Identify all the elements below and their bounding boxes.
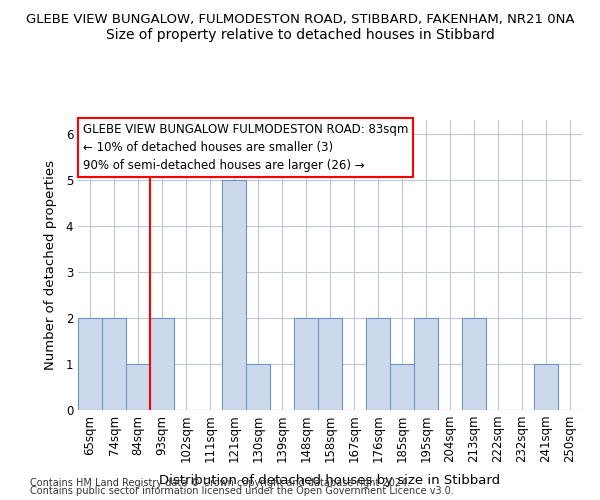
X-axis label: Distribution of detached houses by size in Stibbard: Distribution of detached houses by size … bbox=[160, 474, 500, 486]
Bar bbox=[102, 318, 126, 410]
Text: Size of property relative to detached houses in Stibbard: Size of property relative to detached ho… bbox=[106, 28, 494, 42]
Text: GLEBE VIEW BUNGALOW, FULMODESTON ROAD, STIBBARD, FAKENHAM, NR21 0NA: GLEBE VIEW BUNGALOW, FULMODESTON ROAD, S… bbox=[26, 12, 574, 26]
Text: Contains HM Land Registry data © Crown copyright and database right 2024.: Contains HM Land Registry data © Crown c… bbox=[30, 478, 410, 488]
Bar bbox=[366, 318, 390, 410]
Y-axis label: Number of detached properties: Number of detached properties bbox=[44, 160, 58, 370]
Bar bbox=[294, 318, 318, 410]
Bar bbox=[222, 180, 246, 410]
Bar bbox=[318, 318, 342, 410]
Bar bbox=[534, 364, 558, 410]
Bar bbox=[150, 318, 174, 410]
Text: Contains public sector information licensed under the Open Government Licence v3: Contains public sector information licen… bbox=[30, 486, 454, 496]
Bar bbox=[390, 364, 414, 410]
Bar bbox=[462, 318, 486, 410]
Bar bbox=[78, 318, 102, 410]
Bar bbox=[246, 364, 270, 410]
Text: GLEBE VIEW BUNGALOW FULMODESTON ROAD: 83sqm
← 10% of detached houses are smaller: GLEBE VIEW BUNGALOW FULMODESTON ROAD: 83… bbox=[83, 123, 409, 172]
Bar bbox=[414, 318, 438, 410]
Bar bbox=[126, 364, 150, 410]
